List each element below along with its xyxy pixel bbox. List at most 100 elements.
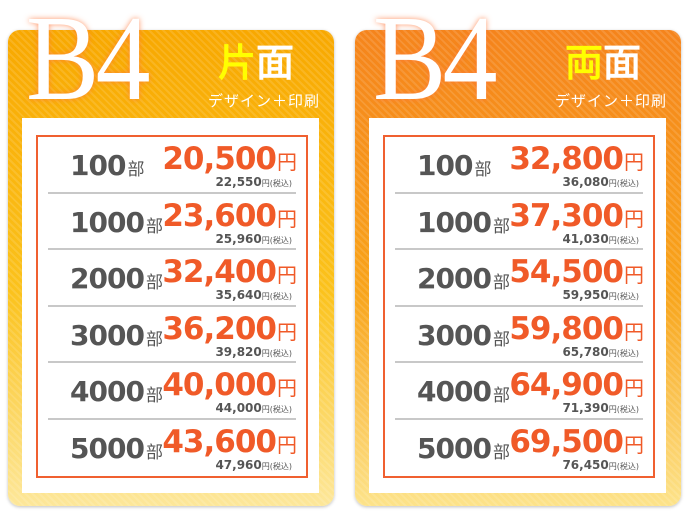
quantity-value: 100 — [417, 149, 473, 182]
quantity-unit: 部 — [145, 273, 163, 293]
tax-price-value: 71,390 — [562, 401, 609, 415]
quantity: 100 部 — [70, 149, 144, 182]
tax-included-price: 71,390円(税込) — [562, 401, 639, 415]
tax-label: 円(税込) — [608, 405, 639, 414]
price-unit: 円 — [624, 263, 644, 287]
double-sided-price-card: B4 両面 デザイン＋印刷 100 部 32,800円 36,080円(税込) 1… — [355, 0, 681, 506]
price-row: 100 部 20,500円 22,550円(税込) — [48, 137, 297, 194]
quantity-value: 100 — [70, 149, 126, 182]
tax-label: 円(税込) — [608, 292, 639, 301]
tax-label: 円(税込) — [261, 348, 292, 358]
tax-included-price: 41,030円(税込) — [562, 232, 639, 246]
title-rest: 面 — [255, 40, 294, 85]
card-subtitle: デザイン＋印刷 — [554, 92, 667, 110]
price-row: 4000 部 64,900円 71,390円(税込) — [395, 363, 644, 420]
price-row: 2000 部 32,400円 35,640円(税込) — [48, 250, 297, 307]
price-unit: 円 — [624, 432, 644, 457]
quantity: 1000 部 — [70, 205, 163, 239]
size-label: B4 — [373, 0, 498, 126]
tax-label: 円(税込) — [261, 461, 292, 471]
tax-price-value: 76,450 — [562, 457, 609, 472]
quantity-unit: 部 — [127, 160, 144, 180]
price-value: 32,800 — [509, 141, 624, 177]
price-value: 43,600 — [162, 423, 277, 460]
price-table: 100 部 32,800円 36,080円(税込) 1000 部 37,300円 4… — [383, 135, 655, 478]
tax-price-value: 59,950 — [562, 288, 609, 302]
price-row: 3000 部 36,200円 39,820円(税込) — [48, 307, 297, 363]
price-value: 20,500 — [162, 141, 277, 177]
price: 20,500円 — [162, 141, 297, 177]
quantity-value: 3000 — [417, 318, 492, 352]
card-title: 片面 — [218, 44, 294, 82]
quantity: 1000 部 — [417, 206, 510, 239]
price-row: 5000 部 69,500円 76,450円(税込) — [395, 420, 644, 477]
quantity-unit: 部 — [145, 329, 163, 350]
tax-included-price: 25,960円(税込) — [215, 232, 292, 246]
quantity-value: 1000 — [70, 205, 145, 239]
quantity: 3000 部 — [417, 318, 510, 352]
quantity: 4000 部 — [417, 375, 510, 408]
price: 23,600円 — [162, 198, 297, 234]
card-subtitle: デザイン＋印刷 — [207, 92, 320, 110]
price-row: 100 部 32,800円 36,080円(税込) — [395, 137, 644, 194]
price-panel: 100 部 20,500円 22,550円(税込) 1000 部 23,600円 2… — [22, 118, 319, 493]
price-row: 2000 部 54,500円 59,950円(税込) — [395, 250, 644, 307]
tax-included-price: 59,950円(税込) — [562, 288, 639, 302]
tax-label: 円(税込) — [608, 179, 639, 188]
tax-price-value: 44,000 — [215, 401, 262, 415]
card-title: 両面 — [565, 44, 641, 82]
price-value: 64,900 — [509, 367, 624, 403]
price: 32,800円 — [509, 141, 644, 177]
price: 59,800円 — [509, 311, 644, 347]
price-row: 5000 部 43,600円 47,960円(税込) — [48, 420, 297, 477]
quantity: 4000 部 — [70, 375, 163, 408]
tax-included-price: 44,000円(税込) — [215, 401, 292, 415]
price-unit: 円 — [277, 206, 297, 231]
quantity-value: 4000 — [417, 375, 492, 408]
tax-label: 円(税込) — [608, 235, 639, 245]
tax-included-price: 22,550円(税込) — [215, 175, 292, 189]
quantity: 100 部 — [417, 149, 491, 182]
tax-included-price: 39,820円(税込) — [215, 345, 292, 359]
price-unit: 円 — [277, 263, 297, 287]
price: 54,500円 — [509, 254, 644, 290]
price-unit: 円 — [277, 432, 297, 457]
quantity-unit: 部 — [474, 160, 491, 180]
price-value: 40,000 — [162, 367, 277, 403]
quantity-value: 4000 — [70, 375, 145, 408]
price: 40,000円 — [162, 367, 297, 403]
quantity-value: 5000 — [70, 431, 145, 465]
price-unit: 円 — [624, 376, 644, 400]
tax-price-value: 22,550 — [215, 175, 262, 189]
title-accent: 片 — [217, 40, 256, 85]
quantity: 2000 部 — [417, 262, 510, 295]
quantity-unit: 部 — [145, 216, 163, 237]
price-table: 100 部 20,500円 22,550円(税込) 1000 部 23,600円 2… — [36, 135, 308, 478]
tax-label: 円(税込) — [608, 348, 639, 358]
tax-label: 円(税込) — [261, 179, 292, 188]
quantity-unit: 部 — [492, 386, 510, 406]
quantity-unit: 部 — [492, 216, 510, 237]
tax-price-value: 41,030 — [562, 231, 609, 246]
price: 43,600円 — [162, 423, 297, 460]
price-unit: 円 — [624, 206, 644, 231]
price: 32,400円 — [162, 254, 297, 290]
tax-included-price: 36,080円(税込) — [562, 175, 639, 189]
quantity-value: 3000 — [70, 318, 145, 352]
title-rest: 面 — [602, 40, 641, 85]
quantity-unit: 部 — [492, 329, 510, 350]
quantity-value: 5000 — [417, 431, 492, 465]
quantity: 2000 部 — [70, 262, 163, 295]
tax-price-value: 47,960 — [215, 457, 262, 472]
price-unit: 円 — [277, 319, 297, 344]
price-value: 32,400 — [162, 254, 277, 290]
quantity-value: 2000 — [417, 262, 492, 295]
tax-included-price: 47,960円(税込) — [215, 458, 292, 472]
price-unit: 円 — [277, 376, 297, 400]
tax-label: 円(税込) — [608, 461, 639, 471]
quantity-unit: 部 — [145, 442, 163, 463]
tax-included-price: 35,640円(税込) — [215, 288, 292, 302]
title-accent: 両 — [564, 40, 603, 85]
price: 69,500円 — [509, 424, 644, 460]
price-value: 37,300 — [509, 197, 624, 234]
